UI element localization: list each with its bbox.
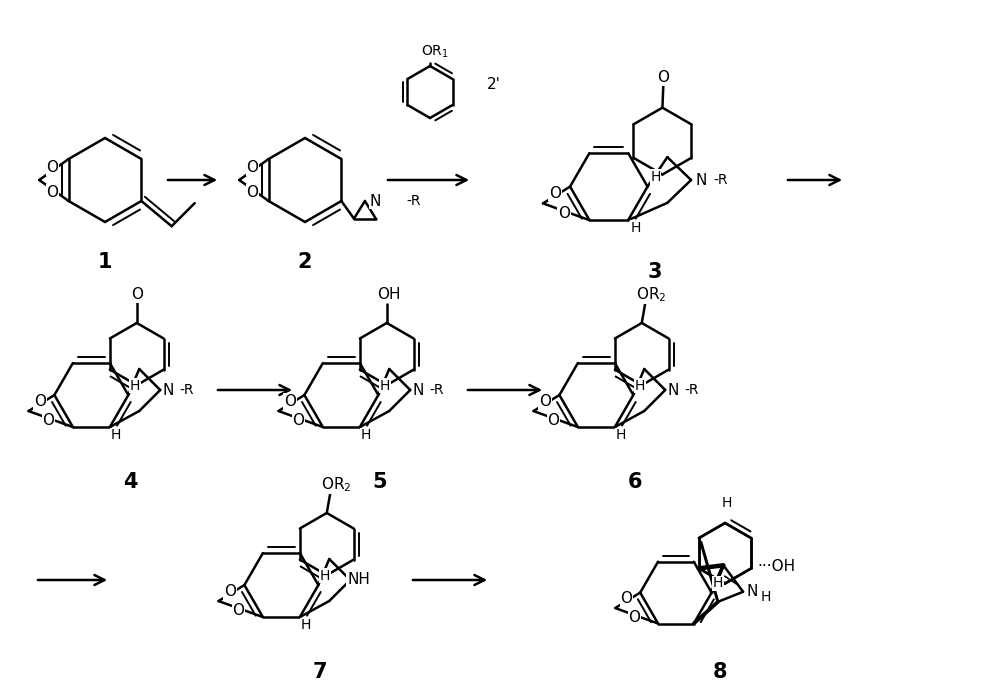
Text: O: O	[232, 603, 244, 618]
Text: O: O	[131, 287, 143, 302]
Text: OH: OH	[377, 288, 401, 302]
Text: 1: 1	[98, 252, 112, 272]
Text: H: H	[634, 379, 645, 393]
Text: H: H	[761, 590, 771, 604]
Text: N: N	[370, 193, 381, 208]
Text: N: N	[668, 382, 679, 397]
Text: NH: NH	[347, 573, 370, 587]
Text: O: O	[558, 206, 570, 221]
Text: O: O	[628, 610, 640, 625]
Text: H: H	[361, 428, 371, 442]
Text: OR$_2$: OR$_2$	[636, 285, 666, 304]
Text: H: H	[713, 576, 723, 591]
Text: 5: 5	[373, 472, 387, 492]
Text: -R: -R	[406, 194, 421, 208]
Text: -R: -R	[429, 383, 444, 397]
Text: O: O	[246, 185, 258, 200]
Text: N: N	[747, 584, 758, 599]
Text: O: O	[224, 584, 236, 599]
Text: O: O	[246, 160, 258, 175]
Text: H: H	[722, 496, 732, 511]
Text: 7: 7	[313, 662, 327, 682]
Text: OR$_2$: OR$_2$	[321, 475, 351, 494]
Text: O: O	[46, 185, 58, 200]
Text: H: H	[616, 428, 626, 442]
Text: H: H	[631, 221, 641, 235]
Text: O: O	[539, 394, 551, 408]
Text: -R: -R	[684, 383, 699, 397]
Text: O: O	[42, 413, 54, 428]
Text: H: H	[379, 379, 390, 393]
Text: 8: 8	[713, 662, 727, 682]
Text: -R: -R	[179, 383, 194, 397]
Text: H: H	[650, 170, 661, 184]
Text: 2: 2	[298, 252, 312, 272]
Text: N: N	[163, 382, 174, 397]
Text: O: O	[46, 160, 58, 175]
Text: H: H	[319, 569, 330, 583]
Text: O: O	[292, 413, 304, 428]
Text: -R: -R	[714, 173, 728, 187]
Text: O: O	[549, 186, 561, 201]
Text: 4: 4	[123, 472, 137, 492]
Text: H: H	[301, 618, 311, 633]
Text: N: N	[413, 382, 424, 397]
Text: N: N	[695, 172, 706, 188]
Text: O: O	[657, 70, 669, 86]
Text: O: O	[620, 591, 632, 606]
Text: O: O	[34, 394, 46, 408]
Text: O: O	[547, 413, 559, 428]
Text: 6: 6	[628, 472, 642, 492]
Text: OR$_1$: OR$_1$	[421, 43, 449, 60]
Text: ···OH: ···OH	[757, 559, 795, 574]
Text: H: H	[111, 428, 121, 442]
Text: H: H	[129, 379, 140, 393]
Text: 3: 3	[648, 262, 662, 282]
Text: O: O	[284, 394, 296, 408]
Text: 2': 2'	[487, 77, 501, 92]
